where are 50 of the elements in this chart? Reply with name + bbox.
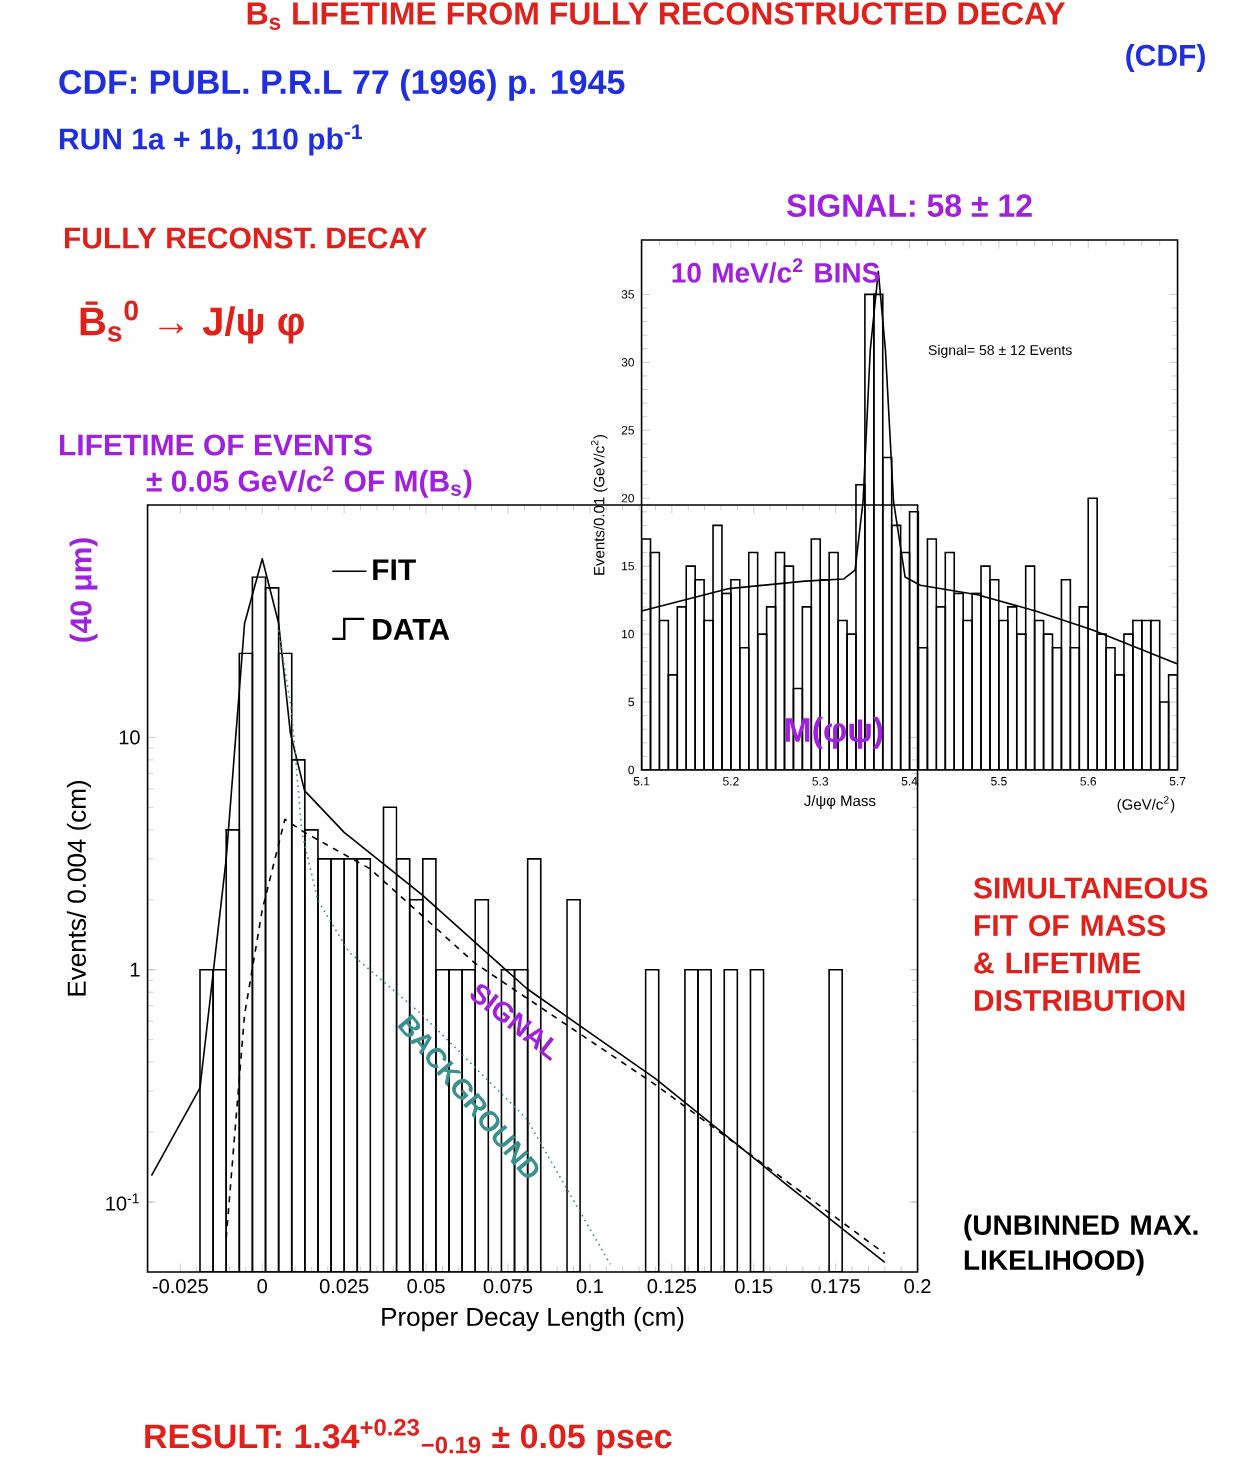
text: CDF: PUBL. P.R.L 77 (1996) p. 1945 [59, 69, 625, 101]
x-tick-label: 5.3 [812, 777, 829, 786]
text: RESULT: 1.34$^{+0.23}$$_{−0.19}$ ± 0.05 psec [145, 1418, 672, 1456]
annotation: Signal= 58 ± 12 Events [928, 344, 1073, 358]
x-tick-label: 0.025 [320, 1279, 369, 1294]
text: (40 μm) [69, 538, 98, 642]
legend-label: DATA [373, 619, 450, 640]
x-tick-label: 5.4 [901, 777, 918, 786]
x-tick-label: 5.6 [1080, 777, 1097, 786]
legend-label: FIT [373, 559, 417, 581]
x-tick-label: -0.025 [153, 1279, 209, 1294]
y-tick-label: 10 [622, 629, 635, 639]
y-tick-label: 0 [628, 765, 635, 775]
x-tick-label: 5.1 [633, 777, 650, 786]
y-tick-label: 20 [621, 493, 635, 503]
chart-title: SIGNAL: 58 ± 12 [787, 194, 1032, 217]
text: (GeV/c$^{2}$) [1117, 796, 1175, 813]
x-tick-label: 0.125 [647, 1279, 697, 1294]
y-axis-title: Events/0.01 (GeV/c$^{2}$) [591, 434, 608, 575]
x-tick-label: 0.05 [407, 1279, 445, 1294]
y-axis-title: Events/ 0.004 (cm) [67, 781, 92, 996]
text: RUN 1a + 1b, 110 pb$^{-1}$ [60, 124, 363, 156]
x-tick-label: 0.15 [735, 1279, 773, 1294]
x-tick-label: 5.5 [991, 777, 1007, 786]
y-tick-label: 5 [628, 697, 635, 707]
x-tick-label: 0.2 [904, 1279, 931, 1294]
text: (UNBINNED MAX. LIKELIHOOD) [964, 1214, 1198, 1276]
x-tick-label: 5.7 [1169, 777, 1186, 786]
chart-title: B$_{s}$ LIFETIME FROM FULLY RECONSTRUCTED DECAY [247, 2, 1066, 30]
text: ± 0.05 GeV/c$^{2}$ OF M(B$_{s}$) [146, 466, 472, 498]
y-tick-label: 1 [131, 962, 140, 977]
x-tick-label: 0.175 [811, 1279, 861, 1294]
y-tick-label: 10$^{-1}$ [106, 1193, 140, 1211]
text: SIMULTANEOUS FIT OF MASS & LIFETIME DISTRIBUTION [974, 877, 1208, 1012]
annotation: 10 MeV/c$^{2}$ BINS [672, 258, 880, 284]
y-tick-label: 15 [622, 561, 635, 571]
y-tick-label: 35 [621, 290, 635, 299]
x-axis-title: Proper Decay Length (cm) [382, 1306, 684, 1332]
x-tick-label: 5.2 [723, 777, 739, 786]
text: B̄$_{s}$$^{0}$ → J/ψ φ [80, 300, 305, 344]
x-tick-label: 0.075 [483, 1279, 533, 1294]
text: FULLY RECONST. DECAY [65, 227, 428, 249]
y-tick-label: 10 [120, 730, 140, 745]
x-tick-label: 0 [257, 1279, 268, 1294]
x-axis-title: J/ψφ Mass [804, 795, 876, 810]
x-tick-label: 0.1 [577, 1279, 604, 1294]
text: (CDF) [1126, 44, 1206, 72]
y-tick-label: 30 [621, 358, 635, 367]
text: LIFETIME OF EVENTS [60, 434, 373, 456]
y-tick-label: 25 [621, 426, 635, 435]
